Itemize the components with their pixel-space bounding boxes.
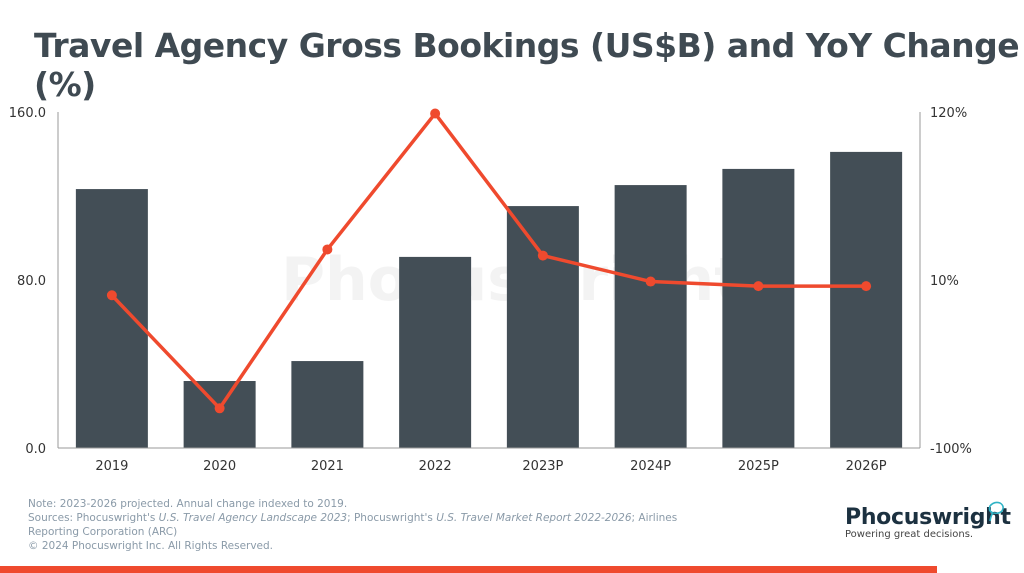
- x-tick-label: 2020: [203, 459, 236, 474]
- bar-2024P: [614, 185, 687, 448]
- accent-bar: [0, 566, 937, 573]
- x-tick-label: 2021: [311, 459, 344, 474]
- x-tick-label: 2025P: [738, 459, 779, 474]
- bar-2023P: [506, 206, 579, 448]
- bar-2022: [399, 256, 472, 448]
- yoy-point-2024P: [645, 276, 656, 287]
- left-tick-label: 0.0: [25, 442, 46, 457]
- yoy-line: [110, 111, 867, 411]
- bar-2019: [75, 189, 148, 448]
- combo-chart: Phocuswright0.080.0160.0-100%10%120%2019…: [9, 106, 972, 474]
- left-tick-label: 160.0: [9, 106, 46, 121]
- note-text: Note: 2023-2026 projected. Annual change…: [28, 498, 348, 510]
- x-tick-label: 2022: [419, 459, 452, 474]
- yoy-point-2020: [214, 403, 225, 414]
- footer-notes: Note: 2023-2026 projected. Annual change…: [28, 497, 708, 553]
- copyright-text: © 2024 Phocuswright Inc. All Rights Rese…: [28, 540, 274, 552]
- chart-title: Travel Agency Gross Bookings (US$B) and …: [34, 26, 1020, 104]
- yoy-point-2023P: [537, 250, 548, 261]
- speech-bubble-icon: [988, 501, 1004, 522]
- bar-2026P: [830, 151, 903, 448]
- left-tick-label: 80.0: [17, 274, 46, 289]
- yoy-point-2025P: [753, 281, 764, 292]
- x-tick-label: 2026P: [846, 459, 887, 474]
- x-tick-label: 2023P: [522, 459, 563, 474]
- right-tick-label: -100%: [930, 442, 972, 457]
- right-tick-label: 10%: [930, 274, 959, 289]
- right-tick-label: 120%: [930, 106, 967, 121]
- phocuswright-logo: Phocuswright Powering great decisions.: [845, 501, 1011, 540]
- yoy-point-2022: [430, 108, 441, 119]
- yoy-point-2021: [322, 244, 333, 255]
- yoy-point-2026P: [861, 281, 872, 292]
- bar-2021: [291, 361, 364, 448]
- bar-2025P: [722, 168, 795, 448]
- bar-2020: [183, 381, 256, 448]
- x-tick-label: 2019: [95, 459, 128, 474]
- sources-text: Sources: Phocuswright's U.S. Travel Agen…: [28, 512, 678, 538]
- x-tick-label: 2024P: [630, 459, 671, 474]
- yoy-point-2019: [106, 290, 117, 301]
